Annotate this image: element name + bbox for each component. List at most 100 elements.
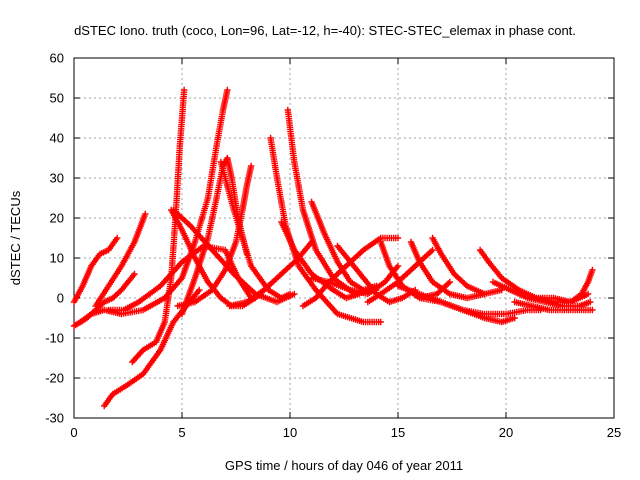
data-point — [394, 282, 421, 297]
data-point — [463, 282, 486, 297]
x-tick-label: 15 — [391, 425, 405, 440]
data-point — [187, 222, 214, 252]
data-point — [213, 108, 226, 150]
data-point — [578, 280, 591, 298]
data-point — [120, 299, 141, 314]
data-point — [312, 246, 336, 280]
y-tick-label: -30 — [45, 411, 64, 426]
data-point — [131, 212, 148, 246]
y-tick-label: 50 — [50, 91, 64, 106]
data-point — [131, 270, 138, 278]
data-point — [109, 288, 124, 302]
x-tick-label: 5 — [178, 425, 185, 440]
data-point — [377, 238, 392, 268]
data-point — [260, 272, 283, 294]
data-point — [360, 236, 383, 254]
data-point — [459, 306, 486, 321]
data-point — [157, 260, 184, 290]
data-point — [299, 295, 318, 310]
data-point — [178, 226, 198, 260]
data-point — [70, 319, 83, 330]
data-point — [243, 288, 266, 306]
series-12 — [217, 158, 294, 302]
data-point — [230, 270, 258, 296]
data-point — [247, 162, 255, 170]
data-point — [180, 86, 188, 94]
data-point — [96, 247, 110, 258]
data-point — [230, 206, 254, 268]
data-point — [196, 286, 203, 294]
data-point — [429, 246, 436, 254]
data-point — [481, 287, 503, 298]
data-point — [273, 174, 289, 228]
data-point — [511, 314, 518, 322]
data-point — [451, 270, 469, 288]
data-point — [139, 348, 163, 378]
data-point — [217, 158, 237, 212]
data-point — [204, 196, 220, 242]
data-point — [157, 320, 176, 354]
data-point — [219, 88, 231, 114]
data-point — [312, 280, 331, 302]
y-tick-label: 60 — [50, 51, 64, 66]
data-point — [308, 198, 327, 236]
data-point — [589, 306, 596, 314]
x-tick-label: 10 — [283, 425, 297, 440]
data-point — [347, 258, 366, 280]
data-point — [394, 264, 417, 286]
data-point — [239, 184, 250, 214]
data-point — [485, 258, 504, 280]
data-point — [502, 307, 529, 318]
data-point — [507, 286, 529, 301]
data-point — [321, 230, 340, 264]
data-point — [446, 290, 469, 301]
data-point — [118, 272, 137, 294]
data-point — [299, 206, 319, 252]
data-point — [446, 278, 454, 286]
x-tick-label: 0 — [70, 425, 77, 440]
data-point — [118, 240, 137, 270]
series-7 — [77, 86, 231, 326]
data-point — [88, 252, 102, 270]
data-point — [377, 318, 384, 326]
data-point — [567, 291, 584, 306]
data-point — [109, 383, 128, 398]
series-22 — [364, 246, 436, 306]
data-point — [77, 311, 93, 326]
data-point — [438, 298, 464, 313]
plot-frame — [73, 57, 615, 419]
data-point — [170, 206, 193, 228]
data-point — [587, 298, 594, 306]
data-point — [407, 238, 422, 264]
data-point — [325, 278, 352, 293]
data-point — [139, 339, 158, 354]
data-point — [429, 278, 452, 296]
data-point — [176, 89, 188, 150]
data-point — [416, 258, 435, 284]
data-point — [394, 262, 402, 270]
series-3 — [92, 210, 149, 310]
data-point — [364, 291, 383, 306]
data-point — [291, 246, 314, 276]
data-point — [135, 284, 162, 306]
series-23 — [407, 238, 488, 302]
data-point — [139, 295, 167, 314]
data-point — [129, 348, 145, 366]
series-24 — [429, 234, 505, 298]
data-point — [101, 295, 115, 306]
data-point — [438, 250, 457, 276]
data-point — [481, 310, 507, 318]
y-tick-label: -10 — [45, 331, 64, 346]
data-point — [284, 106, 298, 163]
data-point — [122, 372, 145, 390]
series-1 — [70, 234, 121, 306]
data-point — [334, 258, 353, 284]
x-tick-label: 20 — [499, 425, 513, 440]
series-29 — [511, 298, 596, 314]
data-point — [105, 236, 120, 254]
data-point — [114, 234, 121, 242]
data-point — [243, 164, 254, 190]
axis-ticks: 0 5 10 15 20 25 -30 -20 -10 0 10 20 30 40 50 60 — [45, 51, 621, 441]
chart-title: dSTEC Iono. truth (coco, Lon=96, Lat=-12… — [74, 23, 576, 38]
y-tick-label: 0 — [57, 291, 64, 306]
